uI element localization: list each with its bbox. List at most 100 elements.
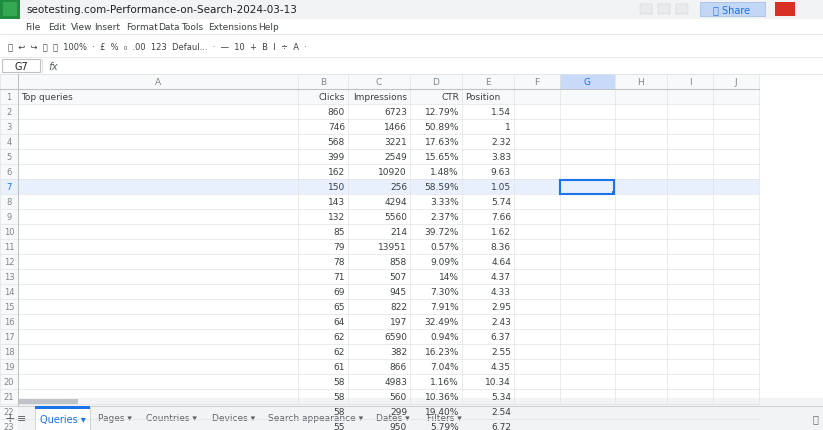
Text: 10: 10 (4, 227, 14, 236)
Text: H: H (638, 78, 644, 87)
Text: 945: 945 (390, 287, 407, 296)
Text: F: F (534, 78, 540, 87)
Bar (0, 404, 759, 419)
Text: 17: 17 (3, 332, 14, 341)
Text: 214: 214 (390, 227, 407, 236)
Text: 507: 507 (390, 272, 407, 281)
Text: Impressions: Impressions (353, 93, 407, 102)
Bar (0, 344, 759, 359)
Text: 15.65%: 15.65% (425, 153, 459, 162)
Text: 58: 58 (333, 407, 345, 416)
Bar (0, 255, 759, 269)
Text: 16.23%: 16.23% (425, 347, 459, 356)
Text: 58: 58 (333, 377, 345, 386)
Text: 13951: 13951 (379, 243, 407, 252)
Bar (0, 404, 18, 419)
Bar (0, 374, 759, 389)
Bar (0, 406, 823, 430)
Text: 78: 78 (333, 258, 345, 266)
Bar (0, 269, 759, 284)
Text: 0.94%: 0.94% (430, 332, 459, 341)
Text: 58.59%: 58.59% (425, 183, 459, 191)
Text: 21: 21 (4, 392, 14, 401)
Text: fx: fx (48, 61, 58, 71)
Bar (0, 344, 18, 359)
Bar (0, 105, 18, 120)
Text: 55: 55 (333, 422, 345, 430)
Bar (0, 314, 759, 329)
Bar (35, 406, 90, 430)
Text: 19: 19 (4, 362, 14, 371)
Text: 3221: 3221 (384, 138, 407, 147)
Text: 9.63: 9.63 (491, 168, 511, 177)
Bar (0, 165, 18, 180)
Bar (0, 299, 759, 314)
Text: 23: 23 (3, 422, 14, 430)
Text: 4983: 4983 (384, 377, 407, 386)
Text: 7.30%: 7.30% (430, 287, 459, 296)
Text: Extensions: Extensions (208, 23, 258, 32)
Text: 162: 162 (328, 168, 345, 177)
Text: Top queries: Top queries (21, 93, 72, 102)
Bar (560, 180, 615, 194)
Bar (0, 35, 823, 58)
Text: 1.62: 1.62 (491, 227, 511, 236)
Text: 62: 62 (333, 332, 345, 341)
Text: C: C (376, 78, 382, 87)
Text: 860: 860 (328, 108, 345, 117)
Text: Help: Help (258, 23, 279, 32)
Text: Dates ▾: Dates ▾ (375, 414, 409, 423)
Text: File: File (25, 23, 40, 32)
Text: 16: 16 (3, 317, 14, 326)
Text: D: D (433, 78, 439, 87)
Text: Filters ▾: Filters ▾ (427, 414, 462, 423)
Text: 14: 14 (4, 287, 14, 296)
Text: Position: Position (465, 93, 500, 102)
Text: Queries ▾: Queries ▾ (40, 414, 86, 424)
Bar (0, 0, 20, 20)
Text: 150: 150 (328, 183, 345, 191)
Bar (658, 5, 670, 15)
Bar (0, 105, 759, 120)
Bar (0, 314, 18, 329)
Bar (0, 240, 759, 255)
Text: 79: 79 (333, 243, 345, 252)
Text: 61: 61 (333, 362, 345, 371)
Text: Clicks: Clicks (319, 93, 345, 102)
Text: seotesting.com-Performance-on-Search-2024-03-13: seotesting.com-Performance-on-Search-202… (26, 5, 297, 15)
Text: 6: 6 (7, 168, 12, 177)
Bar (0, 58, 823, 75)
Bar (2, 60, 40, 73)
Text: 2.55: 2.55 (491, 347, 511, 356)
Text: 399: 399 (328, 153, 345, 162)
Bar (0, 224, 759, 240)
Text: J: J (735, 78, 737, 87)
Text: 2: 2 (7, 108, 12, 117)
Text: Format: Format (126, 23, 158, 32)
Text: 4.35: 4.35 (491, 362, 511, 371)
Text: 3: 3 (7, 123, 12, 132)
Bar (0, 224, 18, 240)
Text: 69: 69 (333, 287, 345, 296)
Text: 7.66: 7.66 (491, 212, 511, 221)
Text: 18: 18 (3, 347, 14, 356)
Bar (0, 90, 759, 105)
Text: 10.34: 10.34 (486, 377, 511, 386)
Bar (0, 419, 759, 430)
Text: 2.54: 2.54 (491, 407, 511, 416)
Text: Pages ▾: Pages ▾ (98, 414, 132, 423)
Bar (0, 120, 759, 135)
Bar (0, 0, 823, 20)
Text: 7.91%: 7.91% (430, 302, 459, 311)
Text: 1.48%: 1.48% (430, 168, 459, 177)
Bar (0, 20, 823, 35)
Text: 746: 746 (328, 123, 345, 132)
Bar (0, 389, 759, 404)
Text: 🔍  ↩  ↪  🖨  ✋  100%  ·  £  %  ₀  .00  123  Defaul...  ·  —  10  +  B  I  ÷  A  ·: 🔍 ↩ ↪ 🖨 ✋ 100% · £ % ₀ .00 123 Defaul...… (8, 42, 307, 51)
Text: 10920: 10920 (379, 168, 407, 177)
Text: 2.43: 2.43 (491, 317, 511, 326)
Text: 9.09%: 9.09% (430, 258, 459, 266)
Text: 65: 65 (333, 302, 345, 311)
Text: 50.89%: 50.89% (425, 123, 459, 132)
Text: Search appearance ▾: Search appearance ▾ (268, 414, 363, 423)
